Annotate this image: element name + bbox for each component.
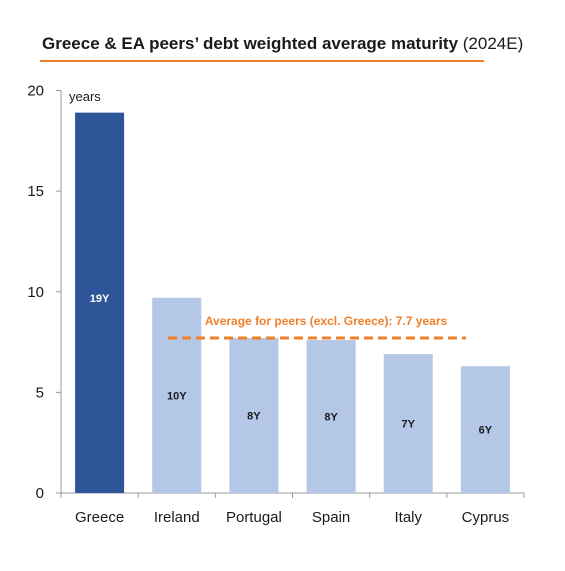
y-tick-label: 10 (27, 284, 44, 301)
category-label: Cyprus (462, 509, 510, 526)
bar-data-label: 6Y (479, 425, 493, 437)
y-tick-label: 5 (36, 384, 44, 401)
title-underline (40, 60, 484, 62)
bar-portugal (229, 338, 279, 493)
bar-cyprus (460, 366, 510, 493)
chart-title-main: Greece & EA peers’ debt weighted average… (42, 34, 459, 53)
bar-spain (306, 340, 356, 493)
bar-greece (75, 112, 125, 493)
y-tick-label: 20 (27, 83, 44, 100)
bar-data-label: 7Y (402, 419, 416, 431)
category-label: Spain (312, 509, 350, 526)
bar-data-label: 8Y (247, 411, 261, 423)
y-tick-label: 15 (27, 183, 44, 200)
average-reference-label: Average for peers (excl. Greece): 7.7 ye… (205, 314, 448, 328)
bar-ireland (152, 297, 202, 493)
bar-data-label: 10Y (167, 390, 187, 402)
category-label: Portugal (226, 509, 282, 526)
category-label: Italy (394, 509, 422, 526)
chart-title-suffix: (2024E) (462, 34, 524, 53)
bar-data-label: 8Y (324, 412, 338, 424)
chart-title: Greece & EA peers’ debt weighted average… (42, 34, 523, 54)
y-tick-label: 0 (36, 485, 44, 502)
bar-italy (383, 354, 433, 493)
category-label: Greece (75, 509, 124, 526)
y-axis-unit-label: years (69, 89, 101, 104)
bar-data-label: 19Y (90, 293, 110, 305)
category-label: Ireland (154, 509, 200, 526)
